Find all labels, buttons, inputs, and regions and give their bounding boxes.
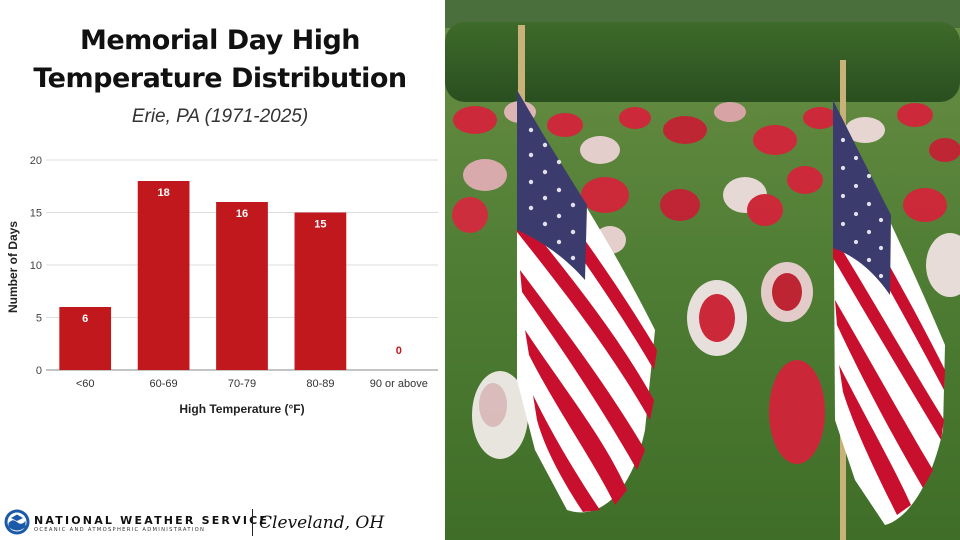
y-tick-label: 10 [30,260,42,272]
chart-panel: Memorial Day High Temperature Distributi… [0,0,445,540]
x-tick-label: 60-69 [150,378,178,390]
flag-left [517,25,657,513]
y-tick-label: 15 [30,208,42,220]
y-tick-label: 5 [36,313,42,325]
chart-bars [59,181,347,370]
agency-name: NATIONAL WEATHER SERVICE [34,514,270,527]
memorial-flags-photo [445,0,960,540]
chart-subtitle: Erie, PA (1971-2025) [131,106,309,127]
x-tick-label: <60 [76,378,95,390]
flowers-background [452,101,960,464]
bar [216,202,268,370]
flag-right [833,60,945,540]
footer-divider [252,509,253,536]
chart-title: Memorial Day High Temperature Distributi… [0,22,440,98]
noaa-logo [4,509,30,535]
title-line-1: Memorial Day High [79,25,361,56]
x-axis-label: High Temperature (°F) [179,402,304,416]
y-tick-label: 0 [36,365,42,377]
x-axis-ticks: <60 60-69 70-79 80-89 90 or above [76,378,428,390]
y-tick-label: 20 [30,155,42,167]
bar-data-labels: 6 18 16 15 0 [82,187,402,357]
bar-chart: 0 5 10 15 20 6 18 16 15 0 <60 60-69 70-79 80-89 90 o… [6,155,438,416]
photo-illustration [445,0,960,540]
bar-value-label: 0 [396,345,402,357]
x-tick-label: 70-79 [228,378,256,390]
bar-value-label: 16 [236,208,248,220]
office-name: Cleveland, OH [259,513,385,533]
x-tick-label: 90 or above [370,378,428,390]
footer: NATIONAL WEATHER SERVICE OCEANIC AND ATM… [0,505,445,540]
bar-value-label: 15 [314,219,326,231]
y-axis-label: Number of Days [6,221,20,313]
bar [59,307,112,370]
title-line-2: Temperature Distribution [33,63,407,94]
x-tick-label: 80-89 [306,378,334,390]
bar [137,181,190,370]
bar-value-label: 6 [82,313,88,325]
agency-subname: OCEANIC AND ATMOSPHERIC ADMINISTRATION [34,527,206,533]
bar [294,212,347,370]
bar-value-label: 18 [157,187,169,199]
y-axis-ticks: 0 5 10 15 20 [30,155,42,377]
